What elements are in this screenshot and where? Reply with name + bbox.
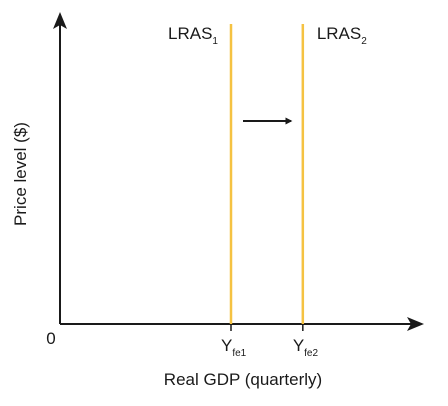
lras-2-label-sub: 2 xyxy=(361,36,367,47)
x-tick-label-y-fe1-sub: fe1 xyxy=(232,348,246,359)
lras-1-label: LRAS1 xyxy=(168,24,218,47)
x-tick-label-y-fe1: Yfe1 xyxy=(221,336,247,359)
lras-2-label-main: LRAS xyxy=(317,24,361,43)
y-axis-title: Price level ($) xyxy=(11,122,30,226)
x-tick-label-y-fe2: Yfe2 xyxy=(293,336,319,359)
lras-1-label-main: LRAS xyxy=(168,24,212,43)
lras-1-label-sub: 1 xyxy=(212,36,218,47)
x-axis-title: Real GDP (quarterly) xyxy=(164,370,322,389)
lras-2-label: LRAS2 xyxy=(317,24,367,47)
x-tick-label-y-fe2-main: Y xyxy=(293,336,304,355)
x-tick-label-y-fe1-main: Y xyxy=(221,336,232,355)
x-tick-label-y-fe2-sub: fe2 xyxy=(304,348,318,359)
x-axis-arrow-icon xyxy=(407,317,424,331)
origin-label: 0 xyxy=(46,329,55,348)
y-axis-arrow-icon xyxy=(53,12,67,29)
